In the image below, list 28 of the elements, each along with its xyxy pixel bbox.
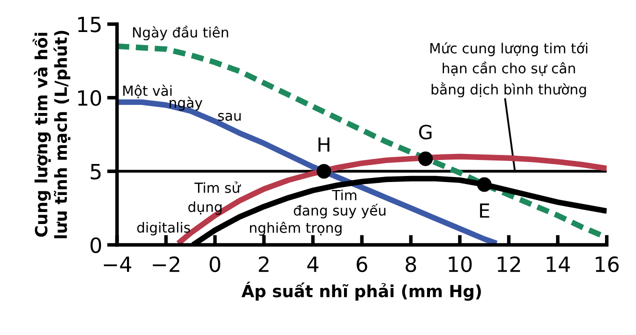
x-tick-label: 0 <box>210 256 220 272</box>
series-label: Một vài ngày sau <box>123 84 241 121</box>
y-tick-label: 5 <box>90 164 101 180</box>
series-label: Ngày đầu tiên <box>133 26 228 40</box>
y-tick-label: 0 <box>90 237 102 254</box>
x-tick-label: 4 <box>307 256 318 272</box>
annotation: G <box>419 124 432 140</box>
point <box>418 152 433 166</box>
x-tick-label: 8 <box>406 256 416 272</box>
series-label: Tim sử dụng digitalis <box>137 182 241 236</box>
ref-line-label: Mức cung lượng tim tới hạn cần cho sự cân bằng dịch bình thường <box>430 42 588 98</box>
series-label: Tim đang suy yếu nghiêm trọng <box>250 190 386 236</box>
annotation: H <box>318 137 330 152</box>
y-tick-label: 10 <box>78 90 102 106</box>
x-tick-label: 10 <box>448 256 472 272</box>
x-tick-label: 2 <box>258 256 268 272</box>
point <box>477 177 492 192</box>
point <box>316 164 332 179</box>
x-tick-label: 14 <box>546 256 570 272</box>
x-tick-label: 12 <box>498 256 520 272</box>
x-tick-label: 16 <box>596 256 619 272</box>
x-tick-label: −2 <box>152 256 180 272</box>
x-tick-label: −4 <box>104 256 132 272</box>
x-tick-label: 6 <box>356 256 368 272</box>
y-axis-title: Cung lượng tim và hồi lưu tĩnh mạch (L/phút) <box>32 30 70 238</box>
x-axis-title: Áp suất nhĩ phải (mm Hg) <box>242 282 481 301</box>
y-tick-label: 15 <box>78 16 101 32</box>
annotation: E <box>480 204 490 218</box>
